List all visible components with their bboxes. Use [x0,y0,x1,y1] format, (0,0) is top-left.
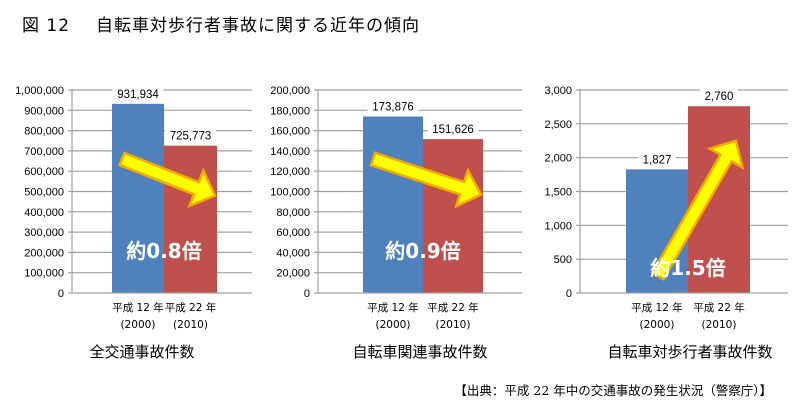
y-tick-label: 180,000 [270,105,310,117]
y-tick-label: 1,000 [544,220,572,232]
y-tick-label: 600,000 [24,166,64,178]
source-citation: 【出典：平成 22 年中の交通事故の発生状況（警察庁）】 [454,383,772,398]
ratio-annotation: 約1.5倍 [650,256,725,280]
chart-2: 0 20,000 40,000 60,000 80,000 100,000 120,000 1… [270,85,522,361]
y-tick-label: 100,000 [24,268,64,280]
y-tick-label: 60,000 [276,227,310,239]
chart-title: 自転車対歩行者事故件数 [607,343,772,361]
y-tick-label: 40,000 [276,247,310,259]
category-label: 平成 12 年 [367,301,419,314]
category-label: 平成 12 年 [631,301,683,314]
y-tick-label: 900,000 [24,105,64,117]
category-label: (2000) [121,319,156,331]
y-tick-label: 140,000 [270,146,310,158]
y-tick-label: 100,000 [270,187,310,199]
figure-title-text: 自転車対歩行者事故に関する近年の傾向 [96,16,421,36]
category-label: 平成 22 年 [427,301,479,314]
value-label: 725,773 [170,131,212,143]
chart-title: 全交通事故件数 [89,343,194,361]
value-label: 173,876 [372,102,414,114]
category-label: (2000) [376,319,411,331]
y-tick-label: 2,000 [544,153,572,165]
category-label: (2010) [702,319,737,331]
y-tick-label: 400,000 [24,207,64,219]
value-label: 151,626 [432,124,474,136]
y-tick-label: 800,000 [24,126,64,138]
y-tick-label: 0 [304,288,310,300]
arrow-up-icon [650,139,745,282]
chart-3: 0 500 1,000 1,500 2,000 2,500 3,000 1,827 平成 12 … [544,85,788,361]
bar-2000 [112,103,164,293]
y-tick-label: 160,000 [270,126,310,138]
y-tick-label: 0 [566,288,572,300]
figure-number: 図 12 [22,16,71,36]
value-label: 931,934 [117,89,159,101]
y-tick-label: 700,000 [24,146,64,158]
y-tick-label: 200,000 [24,247,64,259]
y-tick-label: 20,000 [276,268,310,280]
bar-2000 [363,116,423,293]
chart-title: 自転車関連事故件数 [352,343,487,361]
y-tick-label: 1,500 [544,187,572,199]
y-tick-label: 200,000 [270,85,310,97]
value-label: 1,827 [643,154,672,166]
y-tick-label: 0 [58,288,64,300]
bar-2010 [423,139,483,293]
y-tick-label: 1,000,000 [15,85,64,97]
y-tick-label: 2,500 [544,119,572,131]
chart-1: 0 100,000 200,000 300,000 400,000 500,000 600,… [15,85,252,361]
y-tick-label: 500,000 [24,187,64,199]
category-label: (2010) [436,319,471,331]
ratio-annotation: 約0.8倍 [126,239,201,263]
figure-title: 図 12 自転車対歩行者事故に関する近年の傾向 [22,11,420,36]
arrow-down-icon [369,151,483,209]
bar-2010 [164,145,217,293]
category-label: (2000) [640,319,675,331]
y-tick-label: 300,000 [24,227,64,239]
category-label: 平成 12 年 [112,301,164,314]
y-tick-label: 80,000 [276,207,310,219]
y-tick-label: 3,000 [544,85,572,97]
value-label: 2,760 [705,91,734,103]
ratio-annotation: 約0.9倍 [385,239,460,263]
category-label: 平成 22 年 [165,301,217,314]
arrow-down-icon [117,151,217,209]
y-tick-label: 500 [554,254,572,266]
category-label: 平成 22 年 [693,301,745,314]
category-label: (2010) [173,319,208,331]
y-tick-label: 120,000 [270,166,310,178]
